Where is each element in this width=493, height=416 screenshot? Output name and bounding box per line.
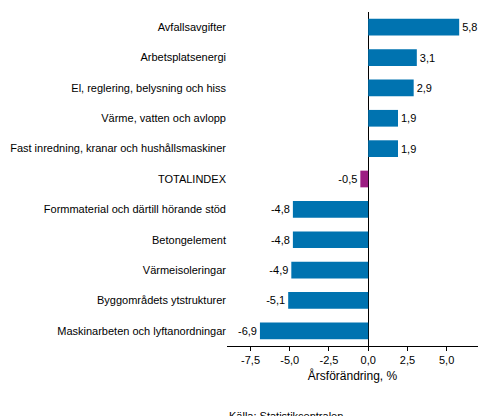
svg-text:Byggområdets ytstrukturer: Byggområdets ytstrukturer	[97, 294, 226, 306]
svg-text:Maskinarbeten och lyftanordnin: Maskinarbeten och lyftanordningar	[57, 325, 226, 337]
svg-text:TOTALINDEX: TOTALINDEX	[158, 173, 227, 185]
svg-text:Avfallsavgifter: Avfallsavgifter	[158, 21, 227, 33]
svg-text:Formmaterial och därtill höran: Formmaterial och därtill hörande stöd	[44, 203, 226, 215]
svg-text:Värmeisoleringar: Värmeisoleringar	[143, 264, 226, 276]
svg-text:-2,5: -2,5	[319, 354, 338, 366]
svg-text:-5,0: -5,0	[280, 354, 299, 366]
svg-text:0,0: 0,0	[361, 354, 376, 366]
svg-text:-4,8: -4,8	[271, 234, 290, 246]
svg-text:-6,9: -6,9	[238, 325, 257, 337]
svg-text:Fast inredning, kranar och hus: Fast inredning, kranar och hushållsmaski…	[10, 142, 226, 154]
svg-text:El, reglering, belysning och h: El, reglering, belysning och hiss	[71, 82, 226, 94]
svg-text:-0,5: -0,5	[338, 173, 357, 185]
svg-text:-7,5: -7,5	[241, 354, 260, 366]
svg-text:-4,8: -4,8	[271, 203, 290, 215]
svg-text:Källa: Statistikcentralen: Källa: Statistikcentralen	[229, 410, 343, 416]
svg-text:2,5: 2,5	[400, 354, 415, 366]
svg-text:Betongelement: Betongelement	[152, 234, 226, 246]
svg-text:-5,1: -5,1	[266, 294, 285, 306]
svg-text:1,9: 1,9	[401, 112, 416, 124]
svg-text:Årsförändring, %: Årsförändring, %	[308, 368, 398, 383]
svg-text:2,9: 2,9	[417, 82, 432, 94]
svg-text:5,0: 5,0	[439, 354, 454, 366]
svg-text:Värme, vatten och avlopp: Värme, vatten och avlopp	[101, 112, 226, 124]
svg-text:3,1: 3,1	[420, 52, 435, 64]
svg-text:-4,9: -4,9	[269, 264, 288, 276]
svg-text:5,8: 5,8	[462, 21, 477, 33]
svg-text:Arbetsplatsenergi: Arbetsplatsenergi	[140, 51, 226, 63]
svg-text:1,9: 1,9	[401, 143, 416, 155]
